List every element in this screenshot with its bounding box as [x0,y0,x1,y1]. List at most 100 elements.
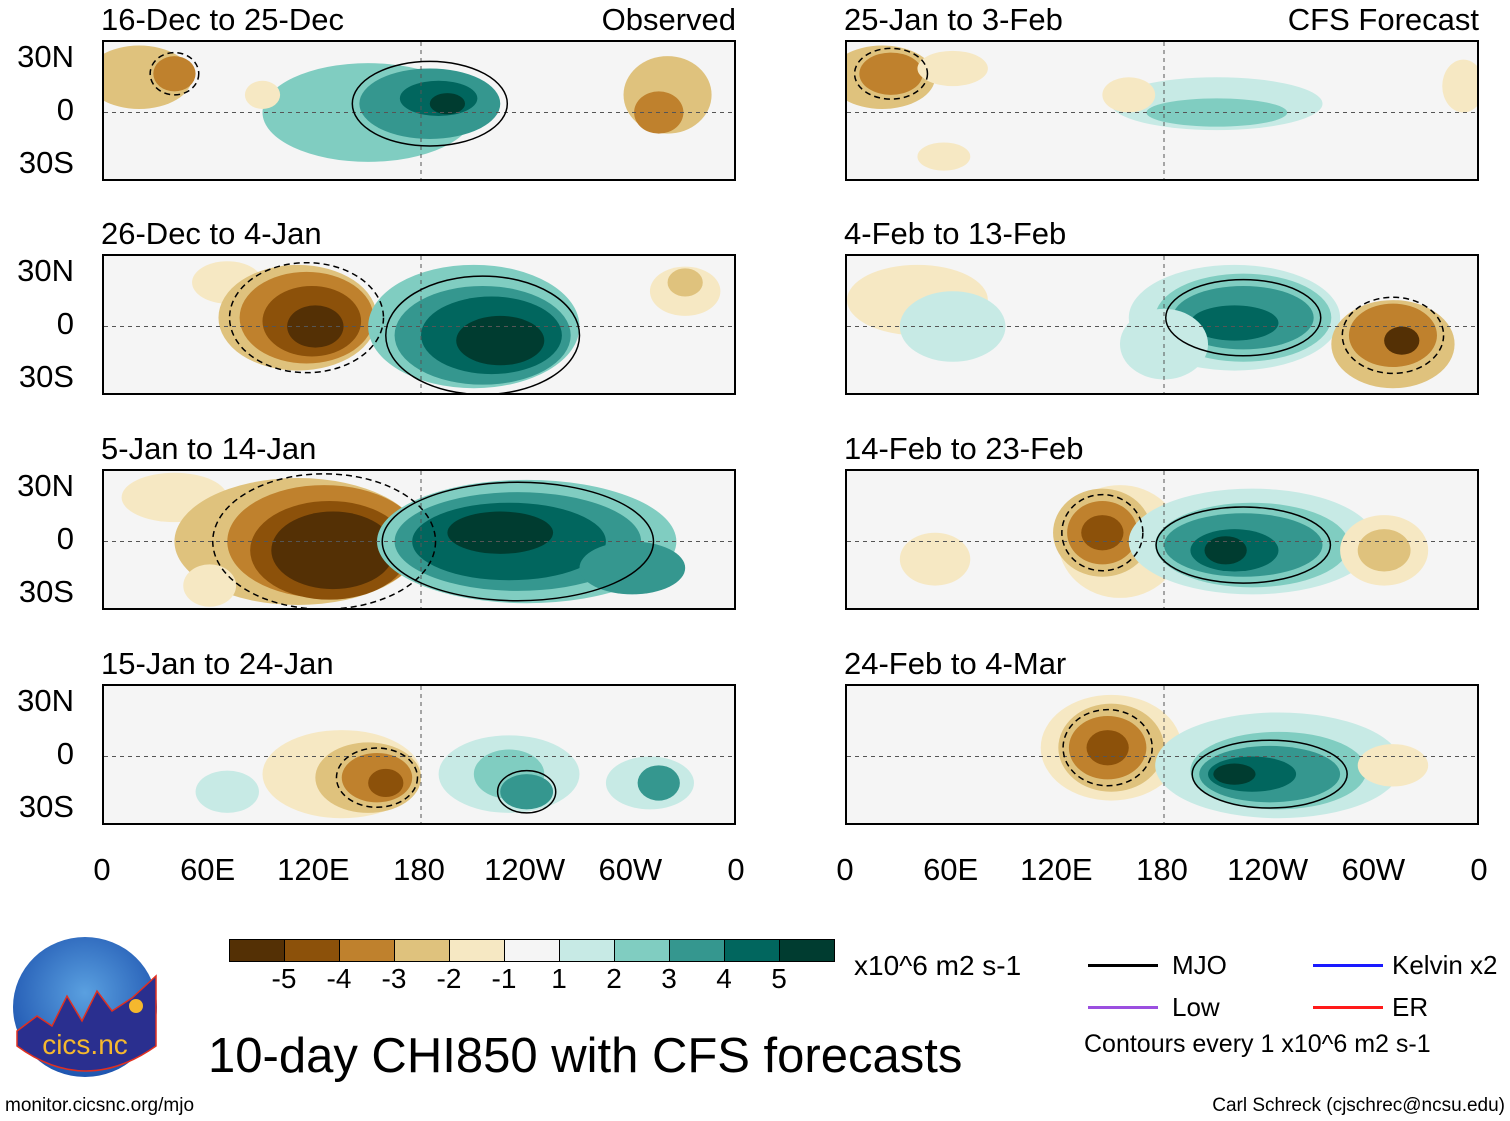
anomaly-region [1213,763,1256,785]
source-url[interactable]: monitor.cicsnc.org/mjo [5,1095,195,1116]
colorbar-swatch [780,940,834,961]
panel-title: 5-Jan to 14-Jan [101,431,317,466]
mjo-contour [1191,739,1348,809]
lon-label: 0 [93,852,111,887]
legend-label-low: Low [1172,992,1220,1022]
map-panel [845,40,1479,181]
lon-label: 60W [1341,852,1406,887]
colorbar-units: x10^6 m2 s-1 [854,950,1022,981]
colorbar-swatch [230,940,285,961]
legend-line-kelvin [1313,964,1383,967]
colorbar-swatch [725,940,780,961]
map-panel [845,254,1479,395]
map-panel [845,684,1479,825]
anomaly-region [917,142,971,171]
mjo-contour-negative [853,47,929,100]
panel-title: 26-Dec to 4-Jan [101,216,322,251]
lon-label: 120E [277,852,350,887]
lat-label: 0 [56,736,74,771]
lat-label: 0 [56,306,74,341]
colorbar-label: -2 [436,963,462,994]
anomaly-region [1081,515,1124,551]
colorbar-label: 5 [771,963,787,994]
logo-text: cics.nc [42,1029,128,1060]
colorbar-swatch [395,940,450,961]
panel-title: 4-Feb to 13-Feb [844,216,1067,251]
mjo-contour-negative [1062,708,1153,787]
anomaly-region [447,511,554,554]
mjo-contour [496,769,557,814]
colorbar-swatch [560,940,615,961]
panel-title: 24-Feb to 4-Mar [844,646,1067,681]
panel-title: 25-Jan to 3-Feb [844,2,1063,37]
map-panel [102,254,736,395]
anomaly-region [667,268,703,297]
colorbar-label: 4 [716,963,732,994]
anomaly-region [195,770,259,813]
anomaly-region [1384,326,1420,355]
anomaly-region [579,541,686,595]
colorbar-swatch [615,940,670,961]
lat-label: 30N [17,468,74,503]
legend-line-low [1088,1006,1158,1009]
lon-label: 120W [1227,852,1309,887]
panel-title: 15-Jan to 24-Jan [101,646,334,681]
mjo-contour [1165,278,1322,357]
anomaly-region [859,52,923,95]
mjo-contour [1155,506,1332,584]
credit: Carl Schreck (cjschrec@ncsu.edu) [1212,1095,1505,1116]
legend-line-er [1313,1006,1383,1009]
anomaly-region [1102,77,1156,113]
panel-tag: CFS Forecast [1287,2,1479,37]
lon-label: 0 [836,852,854,887]
legend-line-mjo [1088,964,1158,967]
colorbar [229,939,835,962]
lon-label: 0 [727,852,745,887]
legend-note: Contours every 1 x10^6 m2 s-1 [1084,1030,1431,1058]
anomaly-region [244,80,281,109]
colorbar-swatch [285,940,340,961]
colorbar-label: 1 [551,963,567,994]
colorbar-swatch [340,940,395,961]
anomaly-region [368,768,404,798]
anomaly-region [637,765,680,801]
lat-label: 30S [18,359,74,394]
anomaly-region [271,511,395,590]
anomaly-region [429,93,466,115]
map-panel [102,40,736,181]
lat-label: 30N [17,253,74,288]
anomaly-region [1190,305,1279,341]
panel-title: 14-Feb to 23-Feb [844,431,1084,466]
colorbar-label: -5 [271,963,297,994]
anomaly-region [1357,529,1411,572]
anomaly-region [456,315,545,366]
colorbar-swatch [450,940,505,961]
colorbar-label: -3 [381,963,407,994]
anomaly-region [1204,536,1247,565]
mjo-contour-negative [1341,296,1445,375]
lat-label: 30N [17,39,74,74]
lon-label: 180 [1136,852,1188,887]
map-panel [845,469,1479,610]
lon-label: 60E [180,852,236,887]
anomaly-region [1357,744,1429,787]
mjo-contour-negative [212,473,437,608]
map-panel [102,469,736,610]
lat-label: 30S [18,789,74,824]
anomaly-region [917,50,988,87]
map-panel [102,684,736,825]
lat-label: 30N [17,683,74,718]
anomaly-region [153,56,196,92]
lon-label: 120W [484,852,566,887]
lat-label: 30S [18,574,74,609]
colorbar-label: -1 [491,963,517,994]
colorbar-label: 2 [606,963,622,994]
cicsnc-logo: cics.nc [12,936,158,1078]
mjo-contour-negative [149,51,200,96]
panel-title: 16-Dec to 25-Dec [101,2,344,37]
lon-label: 180 [393,852,445,887]
lat-label: 0 [56,521,74,556]
anomaly-region [899,532,971,586]
mjo-contour-negative [228,261,385,374]
mjo-contour [385,275,581,393]
